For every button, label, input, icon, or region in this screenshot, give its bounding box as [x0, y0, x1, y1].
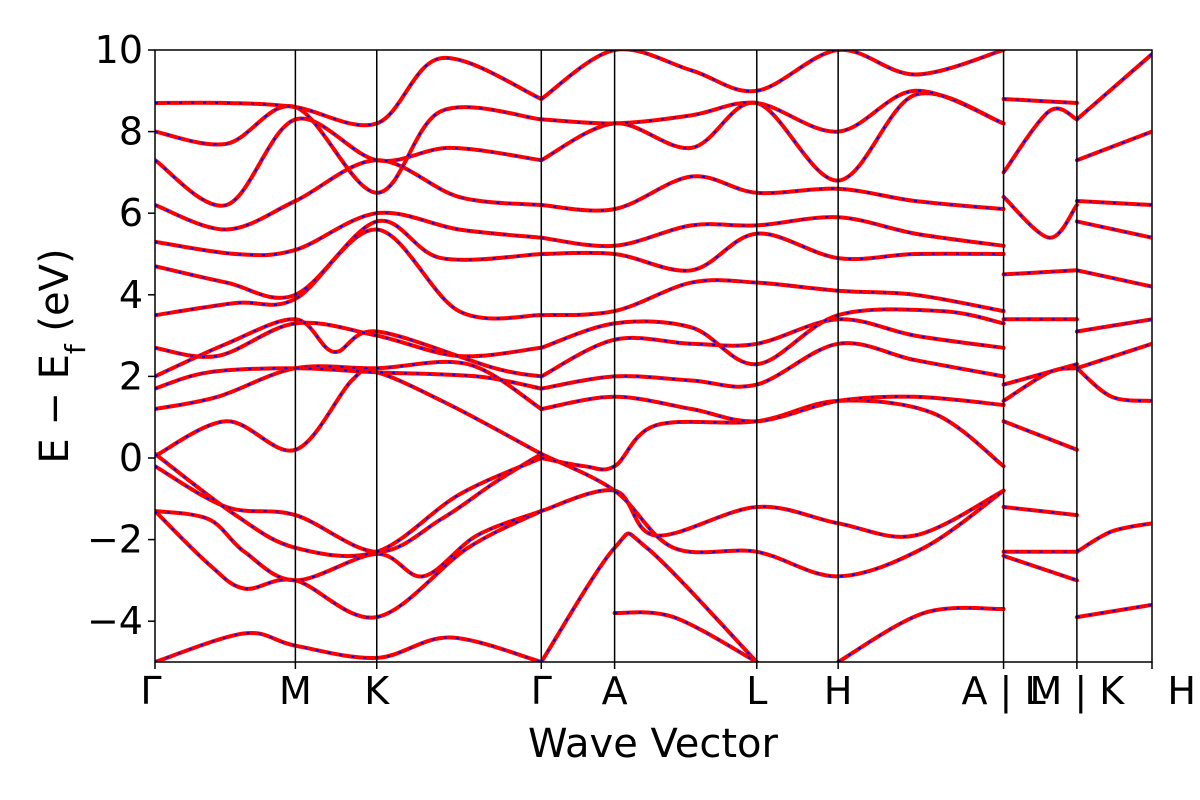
band-line-wannier-1-21 [614, 611, 758, 662]
band-line-dft-3-47 [1074, 366, 1152, 403]
y-tick-label-5: 6 [119, 191, 143, 235]
plot-frame [154, 49, 1153, 663]
x-axis-label: Wave Vector [528, 721, 779, 767]
y-tick-label-3: 2 [119, 354, 143, 398]
band-line-wannier-2-36 [1003, 554, 1078, 582]
x-tick-label-9: H [1167, 669, 1196, 713]
band-line-dft-2-42 [1001, 194, 1079, 240]
band-line-wannier-0-11 [155, 219, 542, 299]
band-line-dft-1-29 [539, 215, 1006, 249]
y-ticks: −4 −2 0 2 4 6 8 10 [87, 28, 155, 643]
band-line-wannier-2-41 [1003, 269, 1077, 276]
band-line-wannier-0-13 [155, 159, 542, 231]
band-line-wannier-0-8 [155, 318, 542, 378]
x-tick-label-1: M [279, 669, 312, 713]
band-line-dft-3-53 [1074, 129, 1152, 163]
band-line-wannier-2-44 [1003, 98, 1077, 104]
band-line-wannier-3-45 [1076, 522, 1152, 553]
y-tick-label-1: −2 [87, 518, 143, 562]
band-line-wannier-1-19 [541, 399, 1005, 471]
band-line-wannier-1-30 [541, 175, 1004, 212]
y-tick-label-0: −4 [87, 599, 143, 643]
y-tick-label-7: 10 [95, 28, 143, 72]
band-line-dft-0-4 [155, 509, 544, 620]
band-line-wannier-3-51 [1076, 220, 1152, 239]
y-tick-label-2: 0 [119, 436, 143, 480]
band-line-wannier-2-34 [1003, 506, 1078, 517]
x-tick-label-3: Γ [531, 669, 552, 713]
band-line-wannier-1-29 [541, 216, 1004, 248]
band-line-wannier-1-25 [540, 318, 1004, 378]
band-line-wannier-3-48 [1076, 342, 1152, 370]
band-line-wannier-0-16 [155, 57, 542, 127]
band-line-dft-1-23 [539, 394, 1006, 424]
y-tick-label-6: 8 [119, 110, 143, 154]
x-tick-label-5: L [746, 669, 767, 713]
y-axis-label: E − Ef (eV) [32, 248, 92, 463]
band-line-wannier-3-49 [1076, 318, 1152, 333]
x-tick-label-8: M | K [1030, 669, 1126, 714]
band-line-dft-0-12 [155, 210, 544, 258]
band-line-wannier-2-42 [1002, 196, 1078, 239]
x-ticks: Γ M K Γ A L H A | LM | K H [140, 662, 1196, 714]
band-line-wannier-0-5 [155, 368, 542, 457]
band-line-dft-1-24 [539, 341, 1006, 391]
band-line-dft-1-25 [539, 317, 1006, 379]
band-line-dft-3-45 [1074, 521, 1152, 554]
band-line-wannier-0-3 [155, 453, 542, 558]
band-line-dft-0-7 [155, 366, 544, 391]
band-line-wannier-3-52 [1076, 200, 1152, 206]
x-tick-label-0: Γ [140, 669, 161, 713]
y-tick-label-4: 4 [119, 273, 143, 317]
band-line-dft-1-22 [836, 605, 1006, 662]
band-line-wannier-0-15 [155, 105, 542, 194]
band-line-dft-0-1 [155, 509, 544, 583]
band-line-dft-0-14 [155, 116, 544, 208]
band-line-wannier-3-54 [1076, 53, 1152, 121]
band-line-wannier-0-9 [155, 321, 542, 358]
band-line-dft-1-28 [539, 231, 1006, 273]
band-line-wannier-3-50 [1076, 269, 1152, 288]
band-line-wannier-1-24 [541, 342, 1004, 390]
x-tick-label-2: K [364, 669, 390, 713]
x-tick-label-4: A [602, 669, 628, 713]
band-line-wannier-1-20 [540, 532, 758, 662]
band-line-wannier-3-46 [1076, 603, 1152, 619]
high-symmetry-lines [294, 50, 1078, 662]
band-line-dft-1-17 [539, 488, 1006, 539]
band-line-dft-1-18 [539, 451, 1006, 579]
band-line-wannier-2-37 [1003, 420, 1078, 451]
band-line-wannier-2-39 [1003, 363, 1078, 386]
band-line-dft-0-5 [155, 367, 544, 458]
bands-layer [155, 50, 1152, 662]
band-line-dft-0-0 [155, 630, 544, 662]
x-tick-label-7: A | L [961, 669, 1045, 714]
band-line-wannier-0-14 [155, 117, 542, 207]
band-line-wannier-0-6 [155, 360, 542, 410]
band-line-dft-0-9 [155, 320, 544, 359]
band-line-wannier-2-38 [1003, 367, 1078, 402]
band-line-dft-1-19 [539, 398, 1006, 472]
x-tick-label-6: H [824, 669, 853, 713]
band-line-dft-2-43 [1001, 106, 1079, 175]
